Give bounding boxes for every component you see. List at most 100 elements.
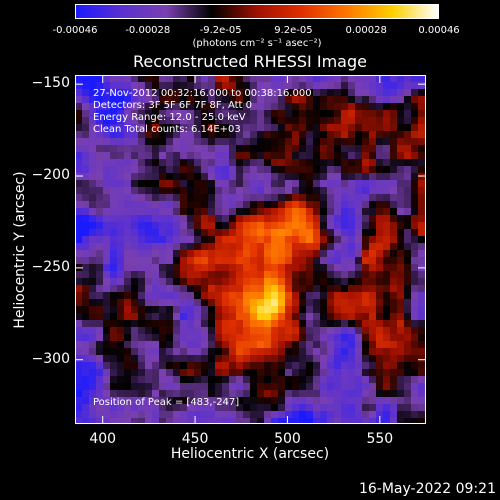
heatmap-cell <box>348 229 356 237</box>
heatmap-cell <box>222 418 230 424</box>
heatmap-cell <box>138 271 146 279</box>
heatmap-cell <box>411 166 419 174</box>
heatmap-cell <box>264 264 272 272</box>
heatmap-cell <box>145 341 153 349</box>
heatmap-cell <box>264 89 272 97</box>
heatmap-cell <box>257 103 265 111</box>
heatmap-cell <box>320 82 328 90</box>
heatmap-cell <box>320 145 328 153</box>
heatmap-cell <box>327 250 335 258</box>
heatmap-cell <box>397 383 405 391</box>
heatmap-cell <box>327 222 335 230</box>
heatmap-cell <box>257 327 265 335</box>
heatmap-cell <box>250 369 258 377</box>
heatmap-cell <box>138 369 146 377</box>
heatmap-cell <box>131 355 139 363</box>
heatmap-cell <box>180 278 188 286</box>
heatmap-cell <box>152 187 160 195</box>
heatmap-cell <box>362 278 370 286</box>
heatmap-cell <box>313 362 321 370</box>
heatmap-cell <box>124 194 132 202</box>
heatmap-cell <box>194 376 202 384</box>
heatmap-cell <box>313 173 321 181</box>
heatmap-cell <box>397 313 405 321</box>
heatmap-cell <box>75 250 83 258</box>
heatmap-cell <box>145 383 153 391</box>
heatmap-cell <box>264 96 272 104</box>
heatmap-cell <box>250 145 258 153</box>
heatmap-cell <box>89 208 97 216</box>
heatmap-cell <box>404 96 412 104</box>
heatmap-cell <box>131 180 139 188</box>
heatmap-cell <box>236 341 244 349</box>
heatmap-cell <box>208 208 216 216</box>
heatmap-cell <box>166 348 174 356</box>
heatmap-cell <box>334 362 342 370</box>
heatmap-cell <box>355 215 363 223</box>
heatmap-cell <box>243 397 251 405</box>
heatmap-cell <box>418 103 426 111</box>
heatmap-cell <box>404 215 412 223</box>
heatmap-cell <box>131 89 139 97</box>
heatmap-cell <box>376 180 384 188</box>
heatmap-cell <box>383 292 391 300</box>
heatmap-cell <box>348 173 356 181</box>
heatmap-cell <box>173 327 181 335</box>
heatmap-cell <box>271 320 279 328</box>
heatmap-cell <box>355 383 363 391</box>
heatmap-cell <box>320 138 328 146</box>
heatmap-cell <box>208 110 216 118</box>
heatmap-cell <box>243 229 251 237</box>
heatmap-cell <box>124 355 132 363</box>
heatmap-cell <box>152 397 160 405</box>
heatmap-cell <box>96 250 104 258</box>
heatmap-cell <box>250 257 258 265</box>
heatmap-cell <box>390 285 398 293</box>
heatmap-cell <box>187 390 195 398</box>
heatmap-cell <box>173 215 181 223</box>
heatmap-cell <box>131 138 139 146</box>
heatmap-cell <box>103 306 111 314</box>
heatmap-cell <box>264 131 272 139</box>
heatmap-cell <box>334 257 342 265</box>
heatmap-cell <box>166 243 174 251</box>
heatmap-cell <box>397 96 405 104</box>
heatmap-cell <box>404 166 412 174</box>
heatmap-cell <box>75 131 83 139</box>
heatmap-cell <box>82 257 90 265</box>
heatmap-cell <box>278 96 286 104</box>
heatmap-cell <box>173 376 181 384</box>
heatmap-cell <box>236 285 244 293</box>
heatmap-cell <box>390 306 398 314</box>
heatmap-cell <box>397 334 405 342</box>
heatmap-cell <box>369 292 377 300</box>
heatmap-cell <box>194 187 202 195</box>
heatmap-cell <box>369 124 377 132</box>
heatmap-cell <box>103 313 111 321</box>
heatmap-cell <box>194 173 202 181</box>
heatmap-cell <box>152 110 160 118</box>
heatmap-cell <box>229 257 237 265</box>
heatmap-cell <box>201 117 209 125</box>
heatmap-cell <box>110 369 118 377</box>
heatmap-cell <box>180 82 188 90</box>
heatmap-cell <box>215 173 223 181</box>
plot-frame <box>75 75 426 424</box>
heatmap-cell <box>418 187 426 195</box>
heatmap-cell <box>334 159 342 167</box>
heatmap-cell <box>334 376 342 384</box>
heatmap-cell <box>404 82 412 90</box>
heatmap-cell <box>285 201 293 209</box>
heatmap-cell <box>173 369 181 377</box>
heatmap-cell <box>117 362 125 370</box>
heatmap-cell <box>397 208 405 216</box>
heatmap-cell <box>180 166 188 174</box>
heatmap-cell <box>89 264 97 272</box>
heatmap-cell <box>243 285 251 293</box>
heatmap-cell <box>348 166 356 174</box>
heatmap-cell <box>96 264 104 272</box>
heatmap-cell <box>152 89 160 97</box>
heatmap-cell <box>362 411 370 419</box>
heatmap-cell <box>152 117 160 125</box>
heatmap-cell <box>257 397 265 405</box>
